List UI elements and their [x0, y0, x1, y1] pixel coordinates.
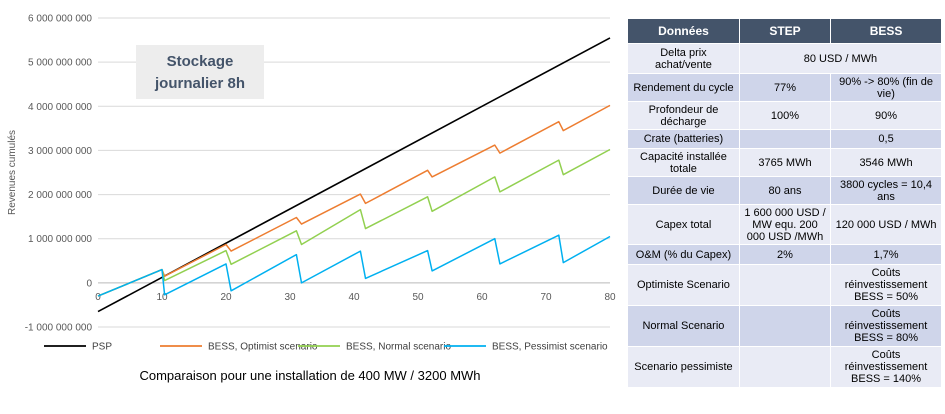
table-header-row: Données STEP BESS — [627, 18, 942, 44]
legend-label: BESS, Optimist scenario — [208, 342, 318, 353]
row-bess-value: 0,5 — [830, 129, 942, 149]
x-tick-label: 50 — [412, 292, 424, 303]
row-bess-value: 90% -> 80% (fin de vie) — [830, 73, 942, 102]
y-tick-label: 1 000 000 000 — [28, 234, 92, 245]
row-merged-value: 80 USD / MWh — [738, 43, 943, 74]
row-step-value: 80 ans — [738, 176, 832, 205]
legend-label: PSP — [92, 342, 112, 353]
table-row: Profondeur de décharge 100% 90% — [627, 101, 942, 130]
legend-label: BESS, Normal scenario — [346, 342, 451, 353]
table-row: Optimiste Scenario Coûts réinvestissemen… — [627, 264, 942, 306]
annotation-box — [136, 45, 264, 99]
row-step-value: 2% — [738, 244, 832, 265]
line-chart: -1 000 000 000 0 1 000 000 000 2 000 000 00… — [7, 14, 616, 353]
row-label: Crate (batteries) — [627, 129, 740, 149]
row-label: Capex total — [627, 204, 740, 245]
header-bess: BESS — [830, 18, 942, 44]
x-tick-label: 30 — [284, 292, 296, 303]
x-tick-label: 20 — [220, 292, 232, 303]
x-tick-label: 10 — [156, 292, 168, 303]
row-bess-value: Coûts réinvestissement BESS = 140% — [830, 346, 942, 388]
series-line-2 — [97, 104, 611, 297]
header-donnees: Données — [627, 18, 740, 44]
table-row: Capacité installée totale 3765 MWh 3546 … — [627, 148, 942, 177]
row-step-value — [738, 264, 832, 306]
row-step-value: 3765 MWh — [738, 148, 832, 177]
row-label: Optimiste Scenario — [627, 264, 740, 306]
chart-panel: -1 000 000 000 0 1 000 000 000 2 000 000 00… — [7, 14, 616, 384]
y-tick-label: 2 000 000 000 — [28, 190, 92, 201]
row-label: Delta prix achat/vente — [627, 43, 740, 74]
table-row: Delta prix achat/vente 80 USD / MWh — [627, 43, 943, 74]
y-tick-label: 5 000 000 000 — [28, 58, 92, 69]
x-tick-label: 80 — [604, 292, 616, 303]
x-tick-label: 40 — [348, 292, 360, 303]
y-axis-title: Revenues cumulés — [7, 130, 18, 215]
series-line-3 — [97, 148, 611, 297]
table-row: O&M (% du Capex) 2% 1,7% — [627, 244, 942, 265]
table-row: Normal Scenario Coûts réinvestissement B… — [627, 305, 942, 347]
row-bess-value: 1,7% — [830, 244, 942, 265]
row-label: Rendement du cycle — [627, 73, 740, 102]
row-step-value: 77% — [738, 73, 832, 102]
y-tick-label: 3 000 000 000 — [28, 146, 92, 157]
row-bess-value: 3800 cycles = 10,4 ans — [830, 176, 942, 205]
table-row: Durée de vie 80 ans 3800 cycles = 10,4 a… — [627, 176, 942, 205]
row-bess-value: Coûts réinvestissement BESS = 50% — [830, 264, 942, 306]
x-tick-label: 70 — [540, 292, 552, 303]
legend-label: BESS, Pessimist scenario — [492, 342, 608, 353]
x-tick-label: 60 — [476, 292, 488, 303]
table-row: Capex total 1 600 000 USD / MW equ. 200 … — [627, 204, 942, 245]
y-tick-label: 6 000 000 000 — [28, 14, 92, 25]
row-label: Durée de vie — [627, 176, 740, 205]
row-label: Profondeur de décharge — [627, 101, 740, 130]
annotation-line-2: journalier 8h — [154, 75, 245, 92]
row-label: Scenario pessimiste — [627, 346, 740, 388]
row-bess-value: 3546 MWh — [830, 148, 942, 177]
row-step-value: 100% — [738, 101, 832, 130]
row-step-value — [738, 129, 832, 149]
y-tick-label: 0 — [86, 278, 92, 289]
y-tick-label: -1 000 000 000 — [25, 323, 93, 334]
row-bess-value: 90% — [830, 101, 942, 130]
comparison-table: Données STEP BESS Delta prix achat/vente… — [627, 18, 943, 388]
row-label: Capacité installée totale — [627, 148, 740, 177]
row-step-value — [738, 346, 832, 388]
row-step-value: 1 600 000 USD / MW equ. 200 000 USD /MWh — [738, 204, 832, 245]
row-bess-value: 120 000 USD / MWh — [830, 204, 942, 245]
annotation-line-1: Stockage — [167, 53, 234, 70]
table-row: Crate (batteries) 0,5 — [627, 129, 942, 149]
table-row: Rendement du cycle 77% 90% -> 80% (fin d… — [627, 73, 942, 102]
y-tick-label: 4 000 000 000 — [28, 102, 92, 113]
chart-caption: Comparaison pour une installation de 400… — [139, 368, 481, 383]
table-row: Scenario pessimiste Coûts réinvestisseme… — [627, 346, 942, 388]
row-label: Normal Scenario — [627, 305, 740, 347]
series-line-4 — [97, 234, 611, 297]
x-tick-label: 0 — [95, 292, 101, 303]
row-bess-value: Coûts réinvestissement BESS = 80% — [830, 305, 942, 347]
row-label: O&M (% du Capex) — [627, 244, 740, 265]
row-step-value — [738, 305, 832, 347]
header-step: STEP — [738, 18, 832, 44]
